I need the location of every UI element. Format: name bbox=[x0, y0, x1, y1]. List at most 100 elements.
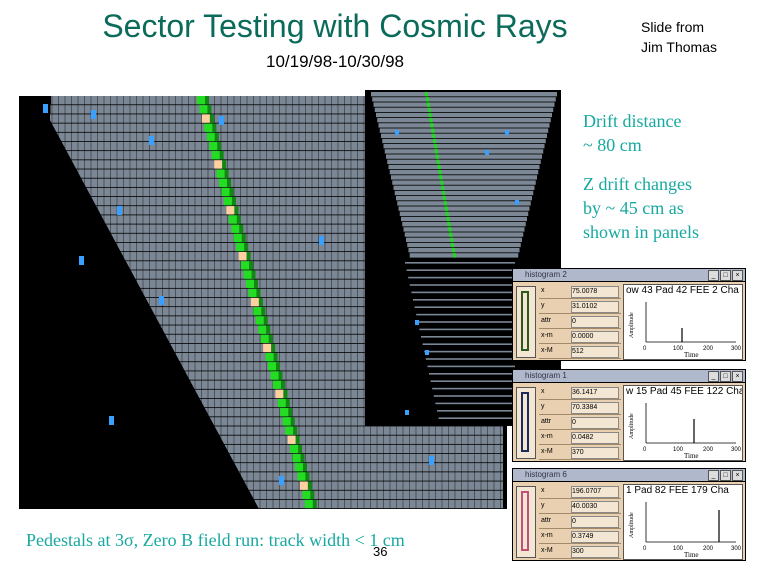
pad-row bbox=[38, 325, 503, 334]
field-value[interactable]: 300 bbox=[571, 546, 619, 558]
close-icon[interactable]: × bbox=[732, 371, 743, 382]
field-value[interactable]: 0 bbox=[571, 417, 619, 429]
histogram-svg: Amplitude 0 100 200 300 Time bbox=[629, 302, 742, 358]
field-value[interactable]: 512 bbox=[571, 346, 619, 358]
close-icon[interactable]: × bbox=[732, 470, 743, 481]
field-value[interactable]: 370 bbox=[571, 447, 619, 459]
histogram-color-swatch[interactable] bbox=[516, 387, 536, 459]
inset-track-hit bbox=[450, 237, 454, 242]
minimize-icon[interactable]: _ bbox=[708, 470, 719, 481]
field-value[interactable]: 196.0707 bbox=[571, 486, 619, 498]
field-label: x bbox=[541, 388, 545, 395]
histogram-svg: Amplitude 0 100 200 300 Time bbox=[629, 502, 742, 558]
slide-subtitle: 10/19/98-10/30/98 bbox=[265, 52, 404, 71]
histogram-color-swatch[interactable] bbox=[516, 286, 536, 358]
credit-line-1: Slide from bbox=[641, 19, 705, 35]
track-hit-edge bbox=[266, 325, 271, 334]
histogram-window[interactable]: histogram 1 _ □ × x 36.1417 y 70.3384 attr 0 x-m 0.… bbox=[512, 369, 746, 462]
histogram-window[interactable]: histogram 2 _ □ × x 75.0078 y 31.0102 attr 0 x-m 0.… bbox=[512, 268, 746, 361]
maximize-icon[interactable]: □ bbox=[720, 270, 731, 281]
pad-row bbox=[48, 151, 503, 160]
field-value[interactable]: 0 bbox=[571, 516, 619, 528]
histogram-color-swatch[interactable] bbox=[516, 486, 536, 558]
pad-row bbox=[31, 481, 503, 490]
inset-pad-row bbox=[382, 138, 546, 144]
inset-pad-rows bbox=[371, 92, 557, 419]
field-value[interactable]: 0 bbox=[571, 316, 619, 328]
inset-pad-row bbox=[409, 253, 519, 258]
track-hit-edge bbox=[280, 380, 285, 389]
field-value[interactable]: 70.3384 bbox=[571, 402, 619, 414]
x-tick-label: 200 bbox=[703, 346, 714, 352]
inset-pad-row bbox=[408, 248, 520, 253]
y-axis-label: Amplitude bbox=[629, 312, 635, 338]
field-value[interactable]: 36.1417 bbox=[571, 387, 619, 399]
track-hit bbox=[243, 270, 252, 279]
track-hit bbox=[285, 426, 294, 435]
field-label: x-m bbox=[541, 532, 553, 539]
inset-track-hit bbox=[433, 138, 437, 144]
track-hit-edge bbox=[229, 187, 234, 197]
maximize-icon[interactable]: □ bbox=[720, 470, 731, 481]
pad-row bbox=[39, 307, 503, 316]
pad-row bbox=[42, 261, 503, 270]
inset-lower-row bbox=[437, 410, 515, 412]
y-axis-label: Amplitude bbox=[629, 512, 635, 538]
field-value[interactable]: 0.3749 bbox=[571, 531, 619, 543]
histogram-titlebar[interactable]: histogram 1 _ □ × bbox=[513, 370, 745, 383]
pad-row bbox=[51, 96, 503, 105]
x-tick-label: 100 bbox=[673, 447, 684, 453]
pad-plane-inset-display bbox=[365, 90, 561, 426]
track-hit bbox=[290, 444, 299, 454]
histogram-titlebar[interactable]: histogram 2 _ □ × bbox=[513, 269, 745, 282]
track-hit bbox=[263, 343, 272, 353]
histogram-plot-title: ow 43 Pad 42 FEE 2 Cha bbox=[626, 285, 739, 296]
track-hit bbox=[302, 490, 311, 500]
close-icon[interactable]: × bbox=[732, 270, 743, 281]
pad-row bbox=[39, 316, 503, 325]
field-value[interactable]: 31.0102 bbox=[571, 301, 619, 313]
inset-track-hit bbox=[437, 164, 441, 170]
field-value[interactable]: 0.0482 bbox=[571, 432, 619, 444]
inset-pad-row bbox=[384, 149, 544, 154]
histogram-titlebar[interactable]: histogram 6 _ □ × bbox=[513, 469, 745, 482]
histogram-body: x 196.0707 y 40.0030 attr 0 x-m 0.3749 x-M 300 1 P… bbox=[513, 482, 745, 560]
field-value[interactable]: 75.0078 bbox=[571, 286, 619, 298]
histogram-field: x 36.1417 bbox=[539, 385, 621, 400]
inset-track-hit bbox=[442, 190, 446, 196]
histogram-field: x-m 0.0482 bbox=[539, 430, 621, 445]
histogram-fields: x 75.0078 y 31.0102 attr 0 x-m 0.0000 x-M 512 bbox=[539, 284, 621, 359]
inset-track-hit bbox=[446, 216, 450, 222]
minimize-icon[interactable]: _ bbox=[708, 270, 719, 281]
inset-track-hit bbox=[425, 92, 428, 97]
x-tick-label: 0 bbox=[643, 447, 647, 453]
field-value[interactable]: 0.0000 bbox=[571, 331, 619, 343]
inset-lower-row bbox=[416, 313, 515, 316]
track-hit bbox=[272, 380, 281, 389]
inset-pad-row bbox=[371, 92, 557, 97]
pad-row bbox=[36, 371, 503, 380]
x-tick-label: 0 bbox=[643, 346, 647, 352]
inset-lower-row bbox=[406, 269, 515, 271]
track-hit bbox=[197, 96, 205, 105]
histogram-plot-title: 1 Pad 82 FEE 179 Cha bbox=[626, 485, 729, 496]
track-hit-edge bbox=[312, 499, 317, 509]
inset-track-hit bbox=[426, 102, 430, 107]
field-value[interactable]: 40.0030 bbox=[571, 501, 619, 513]
histogram-field: x-m 0.3749 bbox=[539, 529, 621, 544]
track-hit-edge bbox=[205, 96, 209, 105]
credit: Slide from Jim Thomas bbox=[641, 17, 717, 57]
track-hit-edge bbox=[268, 334, 273, 343]
histogram-field: attr 0 bbox=[539, 314, 621, 329]
swatch-frame bbox=[521, 291, 529, 351]
inset-noise-hit bbox=[485, 150, 489, 155]
maximize-icon[interactable]: □ bbox=[720, 371, 731, 382]
inset-lower-row bbox=[413, 299, 515, 301]
inset-track-hit bbox=[440, 180, 444, 185]
histogram-window[interactable]: histogram 6 _ □ × x 196.0707 y 40.0030 attr 0 x-m 0… bbox=[512, 468, 746, 561]
track-hit-edge bbox=[254, 279, 258, 288]
minimize-icon[interactable]: _ bbox=[708, 371, 719, 382]
inset-pad-row bbox=[372, 97, 556, 102]
pad-row bbox=[40, 288, 503, 298]
inset-lower-row bbox=[438, 417, 515, 419]
